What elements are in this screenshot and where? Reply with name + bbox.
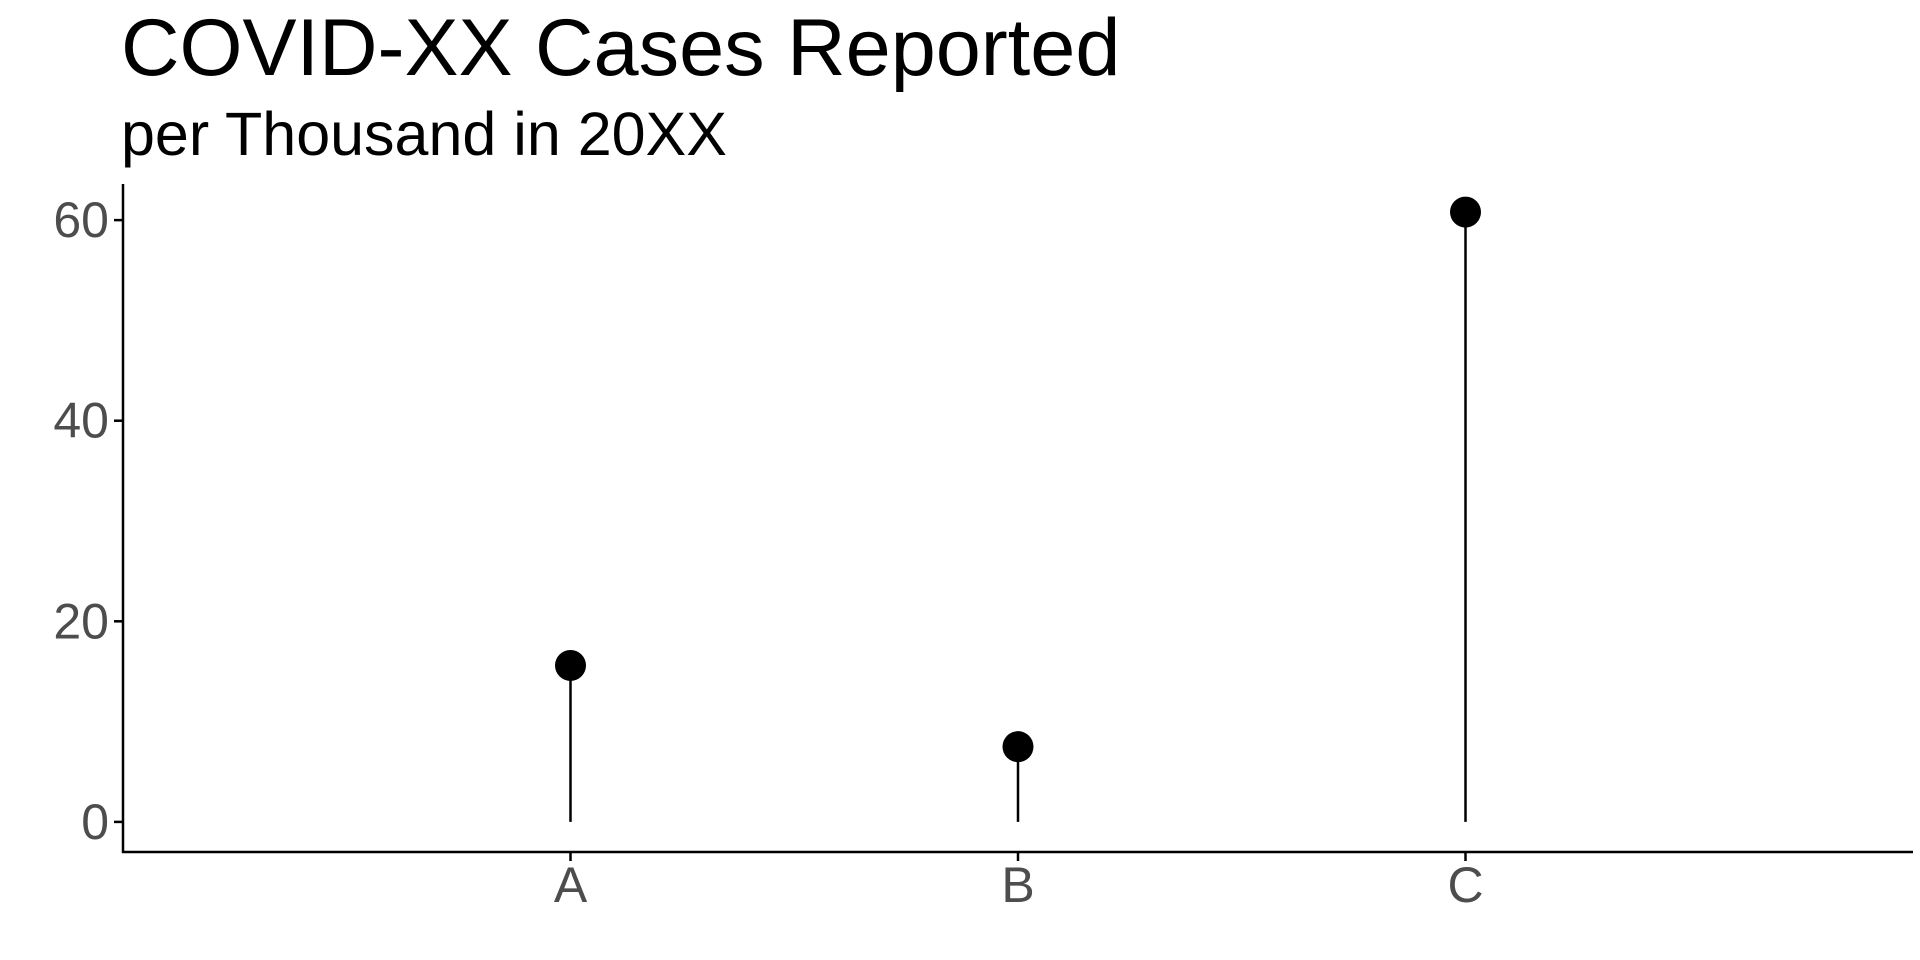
y-tick-label: 20 [53, 593, 109, 649]
x-axis: A B C [122, 850, 1913, 913]
y-tick-label: 60 [53, 192, 109, 248]
chart-title: COVID-XX Cases Reported [121, 3, 1121, 93]
lollipop-point [1450, 196, 1481, 228]
lollipop-point [1002, 731, 1034, 763]
lollipop-point [555, 649, 586, 681]
y-axis: 0 20 40 60 [53, 184, 125, 853]
chart-subtitle: per Thousand in 20XX [121, 100, 727, 168]
y-tick-label: 40 [53, 393, 109, 449]
x-tick-label: A [554, 857, 588, 913]
lollipop-marks [555, 196, 1481, 822]
x-tick-label: B [1001, 857, 1034, 913]
x-tick-label: C [1447, 857, 1483, 913]
y-tick-label: 0 [81, 794, 109, 850]
